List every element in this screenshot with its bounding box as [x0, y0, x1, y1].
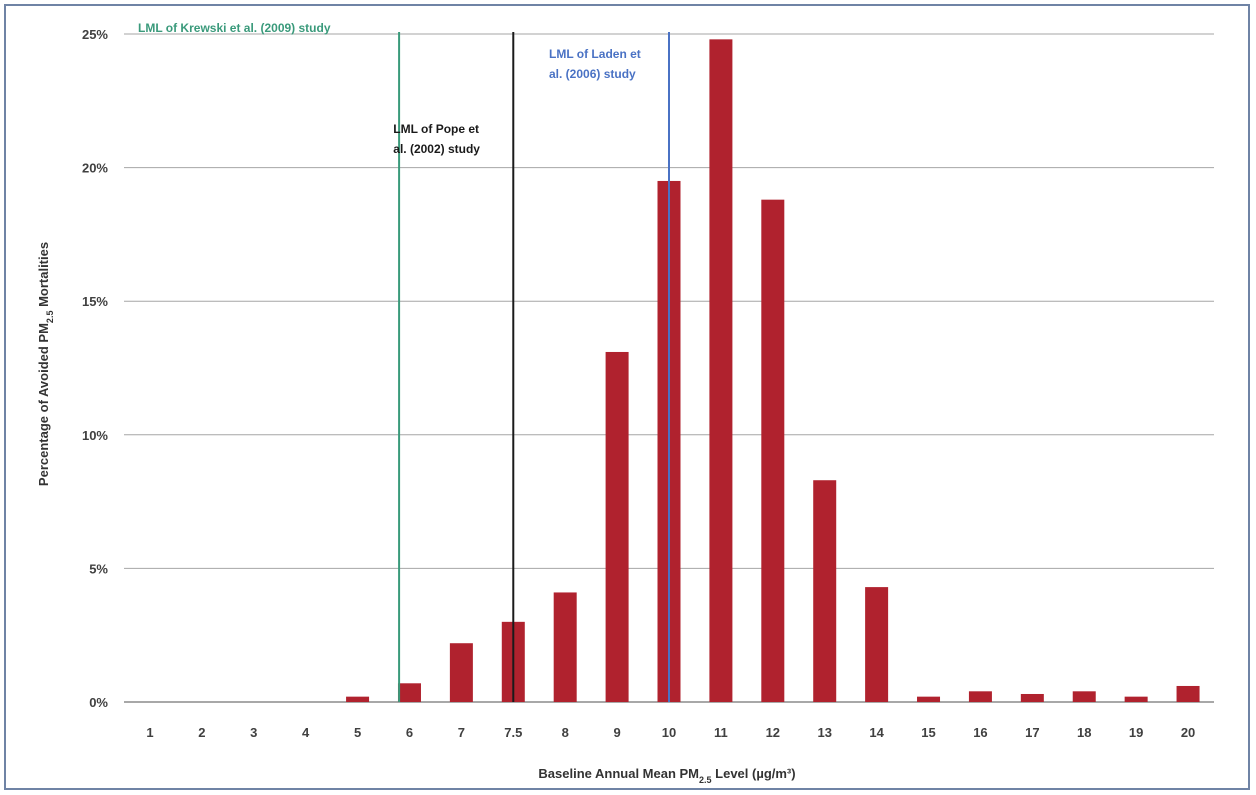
- x-tick-label: 3: [250, 725, 257, 740]
- chart-frame: LML of Krewski et al. (2009) study LML of…: [4, 4, 1250, 790]
- bar: [605, 351, 629, 702]
- x-tick-label: 11: [714, 725, 728, 740]
- y-tick-label: 25%: [82, 27, 108, 42]
- x-tick-label: 9: [613, 725, 620, 740]
- bar: [553, 592, 577, 702]
- x-axis-title: Baseline Annual Mean PM2.5 Level (µg/m³): [538, 766, 795, 785]
- laden-reference-label: LML of Laden et: [549, 47, 641, 61]
- x-tick-label: 20: [1181, 725, 1195, 740]
- x-tick-label: 7.5: [504, 725, 522, 740]
- x-tick-label: 19: [1129, 725, 1143, 740]
- bar: [968, 691, 992, 702]
- bar: [865, 587, 889, 702]
- y-axis-title: Percentage of Avoided PM2.5 Mortalities: [36, 242, 55, 486]
- x-tick-label: 13: [817, 725, 831, 740]
- bar: [449, 643, 473, 702]
- y-tick-labels: 0% 5% 10% 15% 20% 25%: [82, 27, 108, 710]
- bar: [1072, 691, 1096, 702]
- bar: [1020, 693, 1044, 702]
- x-tick-label: 14: [869, 725, 884, 740]
- bar: [761, 199, 785, 702]
- bar-chart: LML of Krewski et al. (2009) study LML of…: [36, 21, 1214, 785]
- y-tick-label: 15%: [82, 294, 108, 309]
- bar: [813, 480, 837, 702]
- y-tick-label: 0%: [89, 695, 108, 710]
- bar: [397, 683, 421, 702]
- y-tick-label: 5%: [89, 561, 108, 576]
- x-tick-label: 15: [921, 725, 935, 740]
- x-tick-label: 10: [662, 725, 676, 740]
- bar: [709, 39, 733, 703]
- bars: [346, 39, 1200, 703]
- laden-reference-label: al. (2006) study: [549, 67, 636, 81]
- bar: [1124, 696, 1148, 702]
- x-tick-label: 1: [146, 725, 153, 740]
- x-tick-label: 6: [406, 725, 413, 740]
- x-tick-label: 4: [302, 725, 310, 740]
- y-tick-label: 10%: [82, 428, 108, 443]
- pope-reference-label: al. (2002) study: [393, 142, 480, 156]
- pope-reference-label: LML of Pope et: [393, 122, 479, 136]
- x-tick-label: 2: [198, 725, 205, 740]
- reference-lines: LML of Krewski et al. (2009) study LML of…: [138, 21, 670, 702]
- bar: [1176, 685, 1200, 702]
- x-tick-label: 17: [1025, 725, 1039, 740]
- bar: [346, 696, 370, 702]
- bar: [917, 696, 941, 702]
- x-tick-label: 5: [354, 725, 361, 740]
- x-tick-label: 12: [766, 725, 780, 740]
- x-tick-label: 18: [1077, 725, 1091, 740]
- x-tick-label: 8: [562, 725, 569, 740]
- x-tick-labels: 1 2 3 4 5 6 7 7.5 8 9 10 11 12 13 14 15 16 17 18 19 20: [146, 725, 1195, 740]
- x-tick-label: 16: [973, 725, 987, 740]
- krewski-reference-label: LML of Krewski et al. (2009) study: [138, 21, 331, 35]
- x-tick-label: 7: [458, 725, 465, 740]
- y-tick-label: 20%: [82, 161, 108, 176]
